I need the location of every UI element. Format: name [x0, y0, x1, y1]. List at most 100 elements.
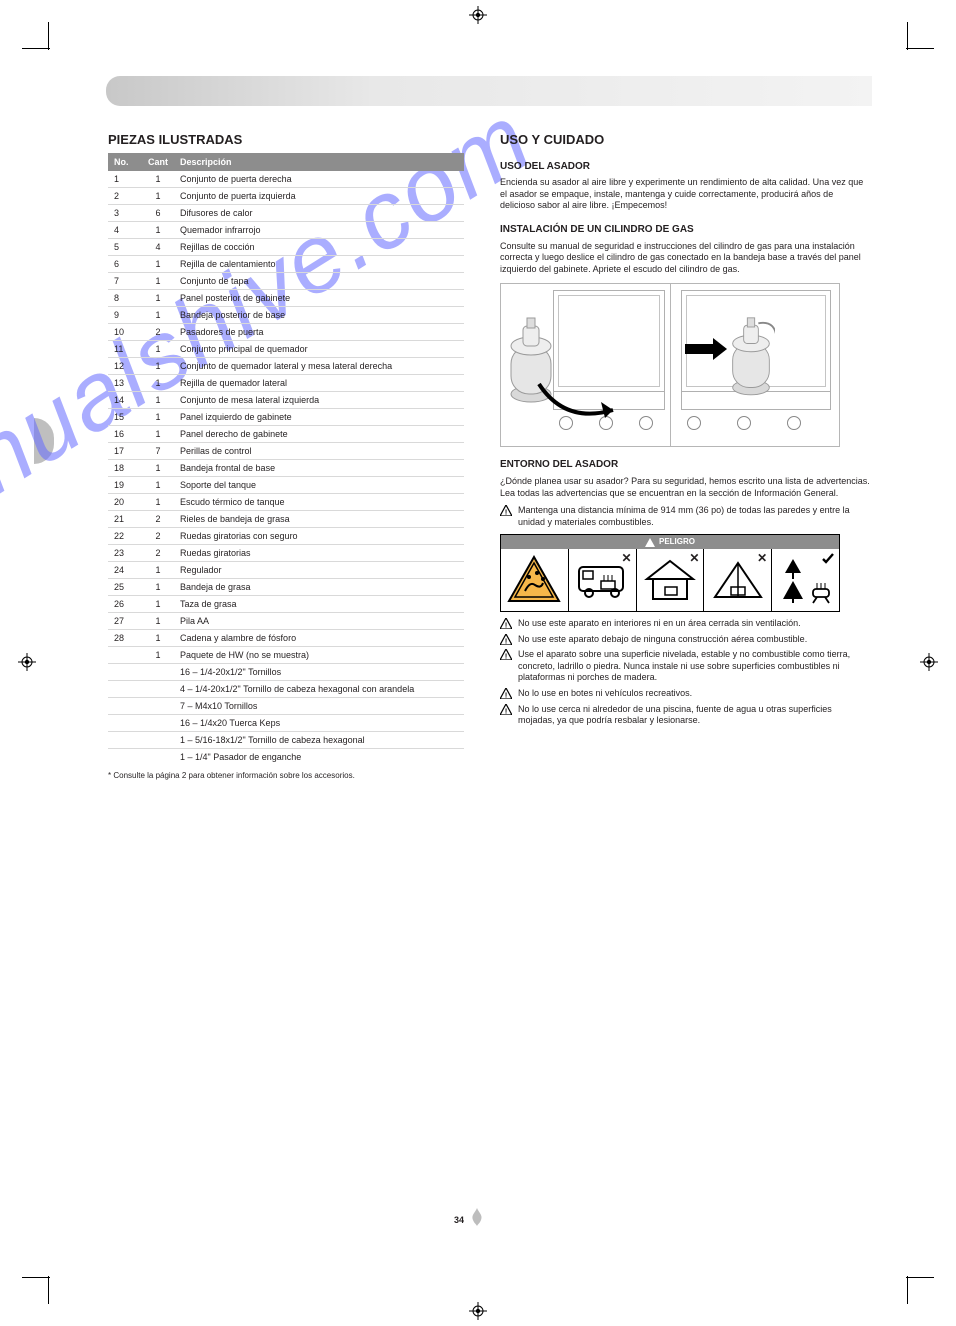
svg-text:!: !	[505, 509, 507, 516]
parts-cell-num: 27	[108, 613, 142, 630]
parts-cell-num: 24	[108, 562, 142, 579]
parts-cell-qty: 1	[142, 188, 174, 205]
parts-cell-desc: Pila AA	[174, 613, 464, 630]
parts-cell-desc: Taza de grasa	[174, 596, 464, 613]
parts-row: 177Perillas de control	[108, 443, 464, 460]
warning-triangle-icon: !	[500, 649, 512, 684]
parts-cell-desc: 4 – 1/4-20x1/2" Tornillo de cabeza hexag…	[174, 681, 464, 698]
parts-cell-qty: 2	[142, 528, 174, 545]
parts-row: 261Taza de grasa	[108, 596, 464, 613]
warning-item: !No use este aparato debajo de ninguna c…	[500, 634, 870, 646]
parts-cell-num: 2	[108, 188, 142, 205]
parts-cell-desc: Ruedas giratorias con seguro	[174, 528, 464, 545]
parts-cell-qty: 1	[142, 273, 174, 290]
crop-mark	[48, 1276, 49, 1304]
parts-cell-qty: 1	[142, 409, 174, 426]
warning-text: No lo use cerca ni alrededor de una pisc…	[518, 704, 870, 727]
crop-mark	[907, 22, 908, 50]
danger-pictogram-strip: PELIGRO ✕	[500, 534, 840, 612]
parts-row: 111Conjunto principal de quemador	[108, 341, 464, 358]
warning-item: ! No lo use en botes ni vehículos recreat…	[500, 688, 870, 700]
parts-cell-num: 25	[108, 579, 142, 596]
parts-cell-qty: 1	[142, 562, 174, 579]
parts-cell-qty: 1	[142, 307, 174, 324]
parts-cell-num: 14	[108, 392, 142, 409]
parts-row: 191Soporte del tanque	[108, 477, 464, 494]
crop-mark	[907, 1276, 908, 1304]
header-bar	[106, 76, 872, 106]
parts-cell-num: 3	[108, 205, 142, 222]
parts-row: 161Panel derecho de gabinete	[108, 426, 464, 443]
parts-row: 232Ruedas giratorias	[108, 545, 464, 562]
parts-col-qty: Cant	[142, 153, 174, 171]
parts-cell-num	[108, 749, 142, 766]
warning-item: ! No use este aparato en interiores ni en…	[500, 618, 870, 630]
parts-cell-num: 22	[108, 528, 142, 545]
parts-row: 36Difusores de calor	[108, 205, 464, 222]
using-grill-heading: USO DEL ASADOR	[500, 161, 870, 174]
parts-cell-desc: Panel izquierdo de gabinete	[174, 409, 464, 426]
parts-cell-desc: Rejillas de cocción	[174, 239, 464, 256]
side-tab	[34, 418, 54, 464]
svg-text:!: !	[505, 623, 507, 630]
parts-footnote: * Consulte la página 2 para obtener info…	[108, 771, 464, 781]
parts-cell-desc: Paquete de HW (no se muestra)	[174, 647, 464, 664]
parts-cell-qty: 1	[142, 596, 174, 613]
warning-text: Use el aparato sobre una superficie nive…	[518, 649, 870, 684]
parts-cell-qty	[142, 732, 174, 749]
danger-cell-tent: ✕	[703, 549, 771, 611]
cylinder-install-figure	[500, 283, 840, 447]
install-cylinder-heading: INSTALACIÓN DE UN CILINDRO DE GAS	[500, 224, 870, 237]
parts-row: 61Rejilla de calentamiento	[108, 256, 464, 273]
registration-mark-icon	[469, 6, 487, 24]
crop-mark	[906, 48, 934, 49]
parts-cell-num	[108, 732, 142, 749]
parts-cell-qty	[142, 749, 174, 766]
parts-cell-qty: 1	[142, 171, 174, 188]
page-number: 34	[454, 1215, 464, 1225]
parts-cell-desc: Pasadores de puerta	[174, 324, 464, 341]
warning-item: ! Mantenga una distancia mínima de 914 m…	[500, 505, 870, 528]
parts-row: 212Rieles de bandeja de grasa	[108, 511, 464, 528]
parts-cell-num: 10	[108, 324, 142, 341]
parts-row: 16 – 1/4-20x1/2" Tornillos	[108, 664, 464, 681]
parts-cell-num: 13	[108, 375, 142, 392]
warning-text: Mantenga una distancia mínima de 914 mm …	[518, 505, 870, 528]
parts-cell-desc: Soporte del tanque	[174, 477, 464, 494]
parts-row: 41Quemador infrarrojo	[108, 222, 464, 239]
parts-cell-num: 1	[108, 171, 142, 188]
svg-text:!: !	[505, 708, 507, 715]
parts-cell-desc: Rejilla de calentamiento	[174, 256, 464, 273]
warning-text: No lo use en botes ni vehículos recreati…	[518, 688, 870, 700]
parts-cell-qty: 1	[142, 494, 174, 511]
parts-cell-desc: Rieles de bandeja de grasa	[174, 511, 464, 528]
warning-item: !Use el aparato sobre una superficie niv…	[500, 649, 870, 684]
using-grill-paragraph: Encienda su asador al aire libre y exper…	[500, 177, 870, 212]
parts-row: 271Pila AA	[108, 613, 464, 630]
parts-cell-num	[108, 715, 142, 732]
parts-cell-qty: 1	[142, 426, 174, 443]
danger-cell-co	[501, 549, 568, 611]
danger-cell-indoor: ✕	[636, 549, 704, 611]
parts-cell-desc: Regulador	[174, 562, 464, 579]
parts-cell-qty: 1	[142, 613, 174, 630]
parts-row: 1 – 5/16-18x1/2" Tornillo de cabeza hexa…	[108, 732, 464, 749]
gas-cylinder-icon	[727, 316, 775, 404]
parts-col-number: No.	[108, 153, 142, 171]
parts-cell-qty: 4	[142, 239, 174, 256]
parts-cell-desc: Rejilla de quemador lateral	[174, 375, 464, 392]
parts-row: 121Conjunto de quemador lateral y mesa l…	[108, 358, 464, 375]
parts-cell-num: 28	[108, 630, 142, 647]
parts-cell-num: 17	[108, 443, 142, 460]
parts-cell-desc: Cadena y alambre de fósforo	[174, 630, 464, 647]
warning-triangle-icon: !	[500, 618, 512, 630]
parts-cell-num: 23	[108, 545, 142, 562]
parts-cell-desc: Difusores de calor	[174, 205, 464, 222]
parts-cell-qty: 7	[142, 443, 174, 460]
parts-row: 222Ruedas giratorias con seguro	[108, 528, 464, 545]
svg-text:!: !	[505, 692, 507, 699]
parts-cell-num: 20	[108, 494, 142, 511]
danger-label: PELIGRO	[659, 537, 695, 547]
parts-row: 151Panel izquierdo de gabinete	[108, 409, 464, 426]
warning-text: No use este aparato en interiores ni en …	[518, 618, 870, 630]
